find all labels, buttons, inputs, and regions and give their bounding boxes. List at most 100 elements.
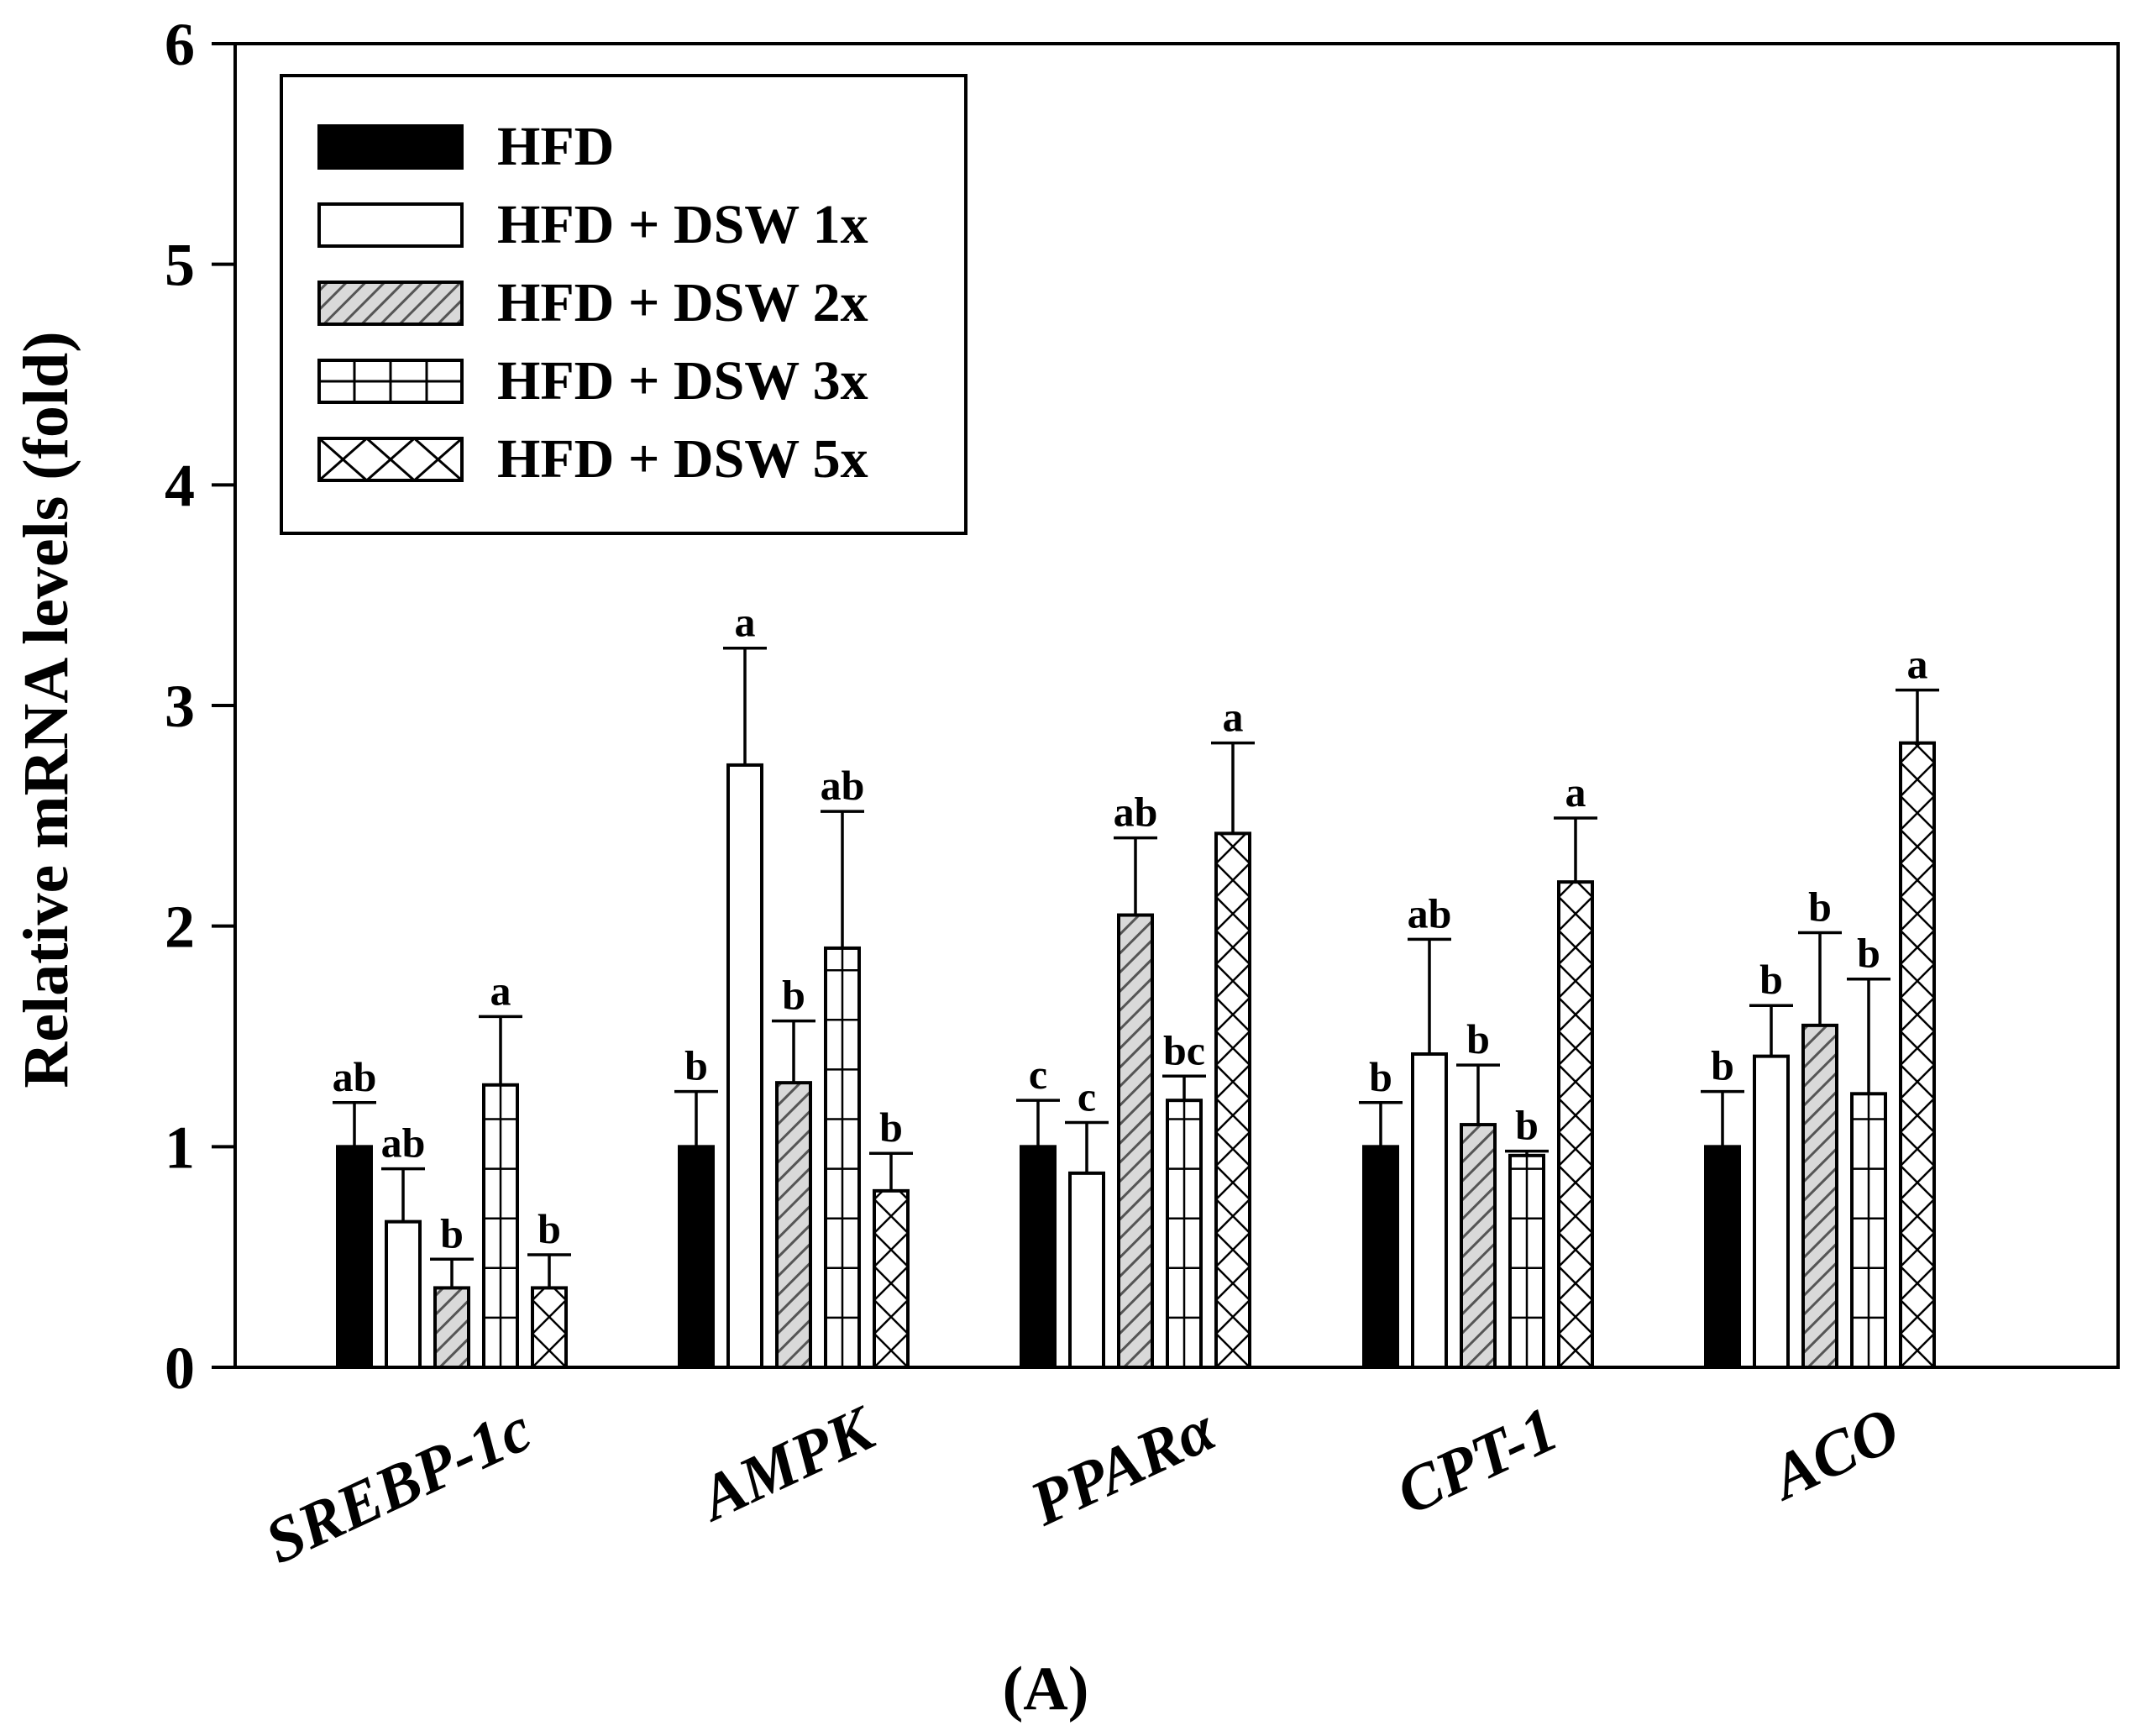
bar	[1364, 1146, 1397, 1367]
bar-pattern-line	[1559, 896, 1592, 931]
bar-crosshatch	[1559, 882, 1592, 1367]
significance-label: c	[1078, 1073, 1096, 1120]
bar-pattern-line	[1559, 963, 1592, 999]
y-tick-label: 3	[165, 673, 195, 740]
y-tick-label: 4	[165, 452, 195, 519]
bar-pattern-line	[1901, 1266, 1934, 1301]
bar-group: ab	[381, 1120, 426, 1370]
panel-label: (A)	[1003, 1655, 1089, 1723]
bar-pattern-line	[1559, 1299, 1592, 1335]
bar-pattern-line	[1901, 863, 1934, 898]
significance-label: ab	[333, 1053, 377, 1100]
bar-pattern-line	[552, 1288, 566, 1301]
significance-label: ab	[1408, 889, 1452, 936]
bar-group: b	[869, 1104, 913, 1370]
bar-pattern-line	[1218, 833, 1250, 864]
bar-pattern-line	[1901, 795, 1934, 831]
bar-pattern-line	[1576, 882, 1592, 898]
bar-pattern-line	[1901, 1031, 1934, 1066]
bar-pattern-line	[1216, 1266, 1250, 1301]
legend-pattern-line	[413, 437, 463, 482]
bar-group: b	[1847, 930, 1890, 1369]
bar-pattern-line	[1216, 1064, 1250, 1099]
bar	[1803, 1025, 1837, 1367]
bar-group: ab	[821, 762, 864, 1370]
x-tick-label: ACO	[1758, 1393, 1910, 1514]
bar-pattern-line	[1559, 997, 1592, 1032]
legend-swatch	[319, 282, 462, 324]
bar-pattern-line	[1559, 1232, 1592, 1267]
legend-swatch-outline	[317, 437, 464, 482]
bar	[1413, 1054, 1446, 1367]
bar-group: b	[1456, 1015, 1500, 1369]
bar-crosshatch	[874, 1190, 908, 1368]
bar-pattern-line	[1216, 1131, 1250, 1167]
legend-label: HFD + DSW 3x	[497, 350, 868, 412]
bar-pattern-line	[898, 1190, 908, 1200]
bar-pattern-line	[1216, 1333, 1250, 1367]
bar-pattern-line	[1901, 1131, 1934, 1167]
bar	[435, 1288, 469, 1367]
bar-group: ab	[1114, 789, 1158, 1369]
bar-crosshatch	[532, 1288, 566, 1367]
bar-pattern-line	[1559, 930, 1592, 965]
legend-swatch	[319, 204, 462, 246]
bar-pattern-line	[1559, 1165, 1592, 1200]
significance-label: b	[684, 1042, 708, 1089]
bar-pattern-line	[1559, 1064, 1592, 1099]
bar-pattern-line	[874, 1266, 908, 1301]
legend-swatch-outline	[317, 359, 464, 404]
significance-label: b	[1515, 1102, 1539, 1149]
bar-pattern-line	[874, 1333, 908, 1368]
bar-group: a	[1211, 694, 1255, 1369]
bar	[679, 1146, 713, 1367]
y-tick-label: 2	[165, 894, 195, 961]
bar-group: b	[430, 1209, 474, 1369]
legend-label: HFD + DSW 5x	[497, 428, 868, 490]
bar-group: a	[1896, 641, 1939, 1369]
bar-pattern-line	[1216, 1165, 1250, 1200]
y-tick-label: 1	[165, 1114, 195, 1181]
bar-group: b	[1359, 1053, 1403, 1370]
legend-item: HFD + DSW 2x	[317, 272, 868, 333]
significance-label: b	[1857, 930, 1880, 977]
significance-label: ab	[1114, 789, 1158, 836]
significance-label: b	[1711, 1042, 1734, 1089]
legend-item: HFD + DSW 5x	[317, 428, 868, 490]
bar	[1070, 1172, 1104, 1367]
bar-pattern-line	[1216, 1232, 1250, 1267]
bar-pattern-line	[1216, 963, 1250, 999]
y-tick-label: 5	[165, 232, 195, 299]
bar-group: b	[1749, 956, 1793, 1369]
x-tick-label: SREBP-1c	[255, 1393, 543, 1577]
legend-swatch-outline	[317, 281, 464, 326]
legend-swatch-outline	[317, 124, 464, 170]
bar-pattern-line	[532, 1333, 566, 1367]
significance-label: c	[1029, 1051, 1047, 1098]
significance-label: a	[490, 967, 511, 1014]
significance-label: b	[537, 1205, 561, 1252]
significance-label: b	[1759, 956, 1783, 1003]
legend-swatch-outline	[317, 202, 464, 248]
legend-item: HFD + DSW 3x	[317, 350, 868, 412]
y-axis-label: Relative mRNA levels (fold)	[11, 331, 81, 1088]
bar-pattern-line	[1912, 742, 1934, 763]
significance-label: b	[1369, 1053, 1392, 1100]
x-tick-label: CPT-1	[1387, 1393, 1569, 1529]
bar-pattern-line	[1216, 896, 1250, 931]
bar-pattern-line	[1216, 1098, 1250, 1133]
legend-label: HFD + DSW 1x	[497, 194, 868, 255]
bar-pattern-line	[1901, 1165, 1934, 1200]
bar-pattern-line	[1559, 1198, 1592, 1234]
x-tick-label: AMPK	[687, 1392, 887, 1535]
legend-pattern-line	[365, 437, 416, 482]
bar-group: b	[1798, 884, 1842, 1370]
bar-pattern-line	[1901, 1333, 1934, 1367]
bar-pattern-line	[1901, 1198, 1934, 1234]
significance-label: ab	[381, 1120, 426, 1167]
bar-pattern-line	[1901, 963, 1934, 999]
bar-pattern-line	[1216, 997, 1250, 1032]
bar	[1021, 1146, 1055, 1367]
bar-pattern-line	[1901, 1098, 1934, 1133]
bar-group: a	[479, 967, 522, 1369]
